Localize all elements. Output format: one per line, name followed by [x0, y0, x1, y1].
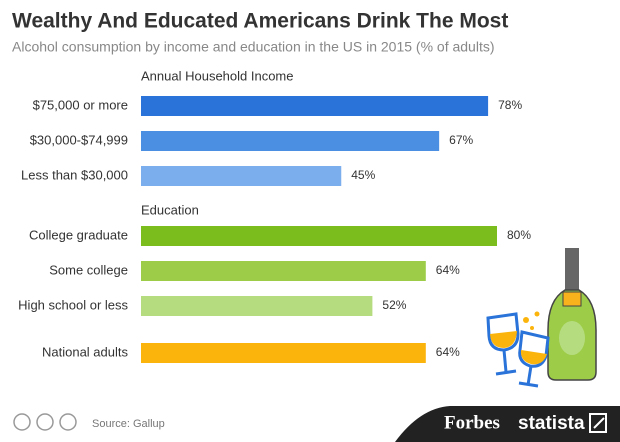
value-label: 52%: [382, 298, 406, 312]
group-label: Education: [141, 202, 199, 217]
footer-band: [395, 406, 620, 442]
value-label: 80%: [507, 228, 531, 242]
chart-subtitle: Alcohol consumption by income and educat…: [12, 39, 495, 55]
bar: [141, 296, 373, 316]
brand-forbes: Forbes: [444, 412, 500, 433]
chart-title: Wealthy And Educated Americans Drink The…: [12, 10, 508, 33]
category-label: College graduate: [29, 227, 128, 242]
bar: [141, 131, 440, 151]
license-icons: [13, 413, 77, 431]
value-label: 78%: [498, 98, 522, 112]
value-label: 67%: [449, 133, 473, 147]
value-label: 64%: [436, 263, 460, 277]
category-label: $30,000-$74,999: [30, 132, 128, 147]
category-label: $75,000 or more: [33, 97, 128, 112]
category-label: High school or less: [18, 297, 128, 312]
bar: [141, 343, 426, 363]
group-label: Annual Household Income: [141, 68, 294, 83]
bar: [141, 166, 342, 186]
source: Source: Gallup: [92, 418, 165, 430]
value-label: 64%: [436, 345, 460, 359]
category-label: Some college: [49, 262, 128, 277]
bar: [141, 261, 426, 281]
brand-statista: statista: [518, 413, 585, 434]
value-label: 45%: [351, 168, 375, 182]
bar: [141, 96, 489, 116]
category-label: Less than $30,000: [21, 167, 128, 182]
statista-icon: [589, 413, 607, 433]
champagne-illustration: [486, 248, 597, 388]
bar: [141, 226, 497, 246]
category-label: National adults: [42, 344, 128, 359]
